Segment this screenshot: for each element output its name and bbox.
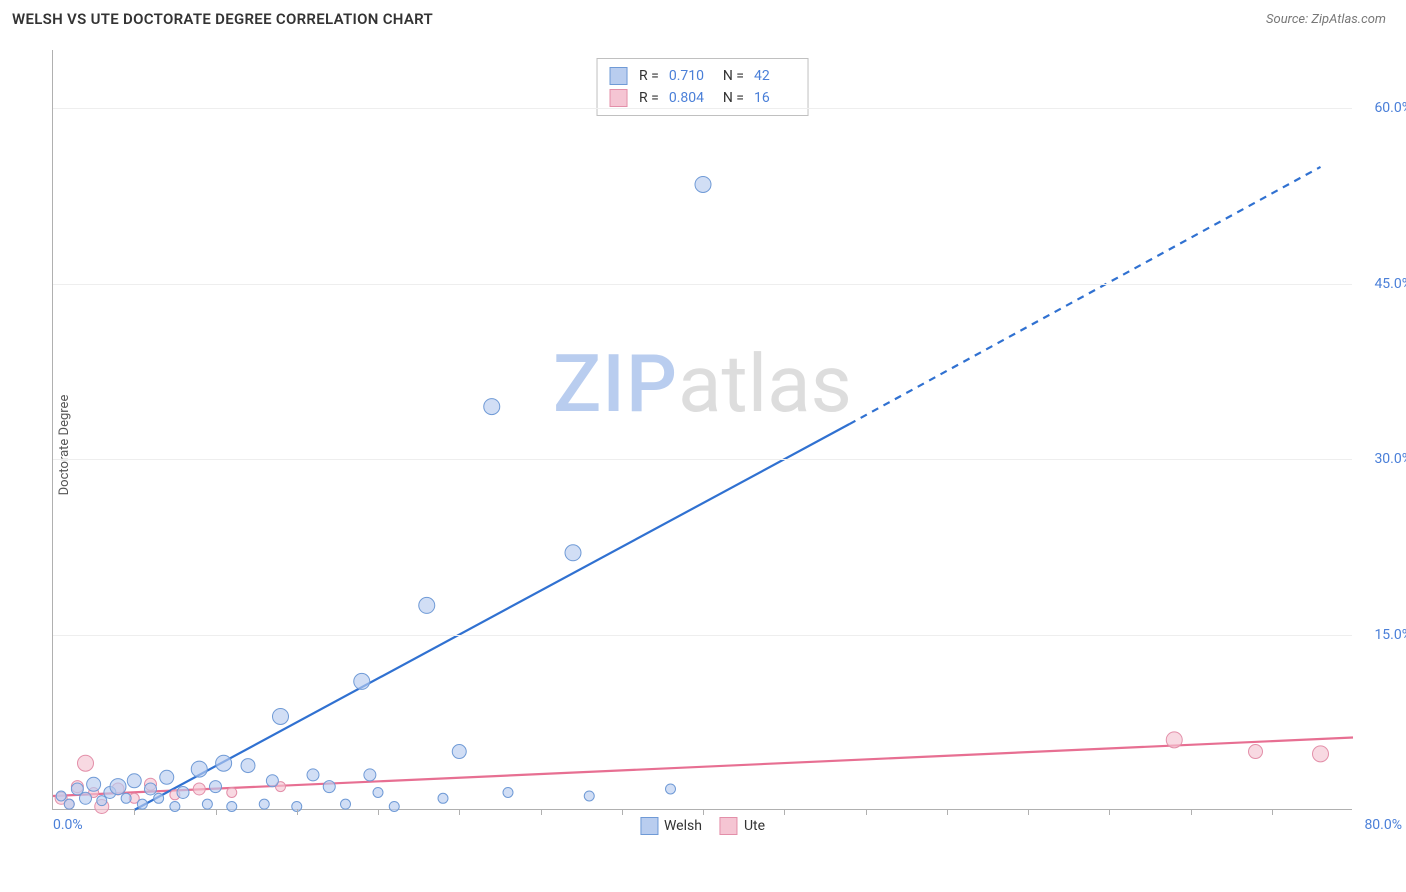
- point-welsh: [160, 770, 174, 784]
- series-legend: Welsh Ute: [640, 817, 765, 835]
- point-welsh: [565, 545, 581, 561]
- point-welsh: [110, 779, 126, 795]
- point-welsh: [154, 793, 164, 803]
- x-tick: [703, 809, 704, 815]
- x-axis-max-label: 80.0%: [1364, 817, 1402, 833]
- point-ute: [78, 755, 94, 771]
- point-welsh: [191, 761, 207, 777]
- point-welsh: [452, 745, 466, 759]
- point-welsh: [373, 787, 383, 797]
- source-credit: Source: ZipAtlas.com: [1266, 12, 1386, 27]
- point-welsh: [127, 774, 141, 788]
- point-welsh: [170, 801, 180, 811]
- x-tick: [297, 809, 298, 815]
- x-tick: [622, 809, 623, 815]
- point-welsh: [64, 799, 74, 809]
- point-welsh: [87, 777, 101, 791]
- swatch-ute: [720, 817, 738, 835]
- point-welsh: [227, 801, 237, 811]
- point-welsh: [80, 792, 92, 804]
- swatch-welsh: [640, 817, 658, 835]
- gridline: [53, 284, 1352, 285]
- point-ute: [1249, 745, 1263, 759]
- legend-label-ute: Ute: [744, 818, 765, 834]
- point-welsh: [438, 793, 448, 803]
- x-tick: [866, 809, 867, 815]
- x-axis-min-label: 0.0%: [53, 817, 83, 833]
- point-welsh: [364, 769, 376, 781]
- point-welsh: [484, 399, 500, 415]
- point-welsh: [341, 799, 351, 809]
- y-tick-label: 30.0%: [1374, 451, 1406, 467]
- point-welsh: [145, 783, 157, 795]
- x-tick: [541, 809, 542, 815]
- gridline: [53, 459, 1352, 460]
- gridline: [53, 108, 1352, 109]
- point-ute: [227, 787, 237, 797]
- point-welsh: [177, 786, 189, 798]
- point-welsh: [419, 597, 435, 613]
- x-tick: [1109, 809, 1110, 815]
- point-ute: [1313, 746, 1329, 762]
- x-tick: [1191, 809, 1192, 815]
- point-welsh: [323, 781, 335, 793]
- chart-area: Doctorate Degree ZIPatlas R = 0.710 N = …: [42, 50, 1382, 840]
- svg-layer: [53, 50, 1352, 809]
- legend-item-welsh: Welsh: [640, 817, 702, 835]
- point-welsh: [503, 787, 513, 797]
- point-welsh: [266, 775, 278, 787]
- gridline: [53, 635, 1352, 636]
- trend-line-welsh-dashed: [849, 167, 1320, 424]
- y-tick-label: 60.0%: [1374, 100, 1406, 116]
- point-welsh: [354, 673, 370, 689]
- point-welsh: [202, 799, 212, 809]
- point-welsh: [389, 801, 399, 811]
- scatter-plot: ZIPatlas R = 0.710 N = 42 R = 0.804 N = …: [52, 50, 1352, 810]
- x-tick: [784, 809, 785, 815]
- point-welsh: [121, 793, 131, 803]
- point-welsh: [695, 176, 711, 192]
- x-tick: [134, 809, 135, 815]
- point-welsh: [216, 755, 232, 771]
- x-tick: [1028, 809, 1029, 815]
- x-tick: [216, 809, 217, 815]
- point-welsh: [259, 799, 269, 809]
- point-ute: [193, 783, 205, 795]
- point-welsh: [666, 784, 676, 794]
- y-tick-label: 45.0%: [1374, 276, 1406, 292]
- x-tick: [378, 809, 379, 815]
- point-welsh: [97, 796, 107, 806]
- point-welsh: [307, 769, 319, 781]
- point-welsh: [241, 759, 255, 773]
- legend-item-ute: Ute: [720, 817, 765, 835]
- point-welsh: [137, 799, 147, 809]
- x-tick: [947, 809, 948, 815]
- trend-line-welsh: [134, 424, 849, 810]
- point-welsh: [210, 781, 222, 793]
- page-title: WELSH VS UTE DOCTORATE DEGREE CORRELATIO…: [12, 10, 433, 28]
- legend-label-welsh: Welsh: [664, 818, 702, 834]
- point-welsh: [273, 708, 289, 724]
- point-welsh: [56, 791, 66, 801]
- x-tick: [1272, 809, 1273, 815]
- point-ute: [1166, 732, 1182, 748]
- point-welsh: [584, 791, 594, 801]
- y-tick-label: 15.0%: [1374, 627, 1406, 643]
- x-tick: [459, 809, 460, 815]
